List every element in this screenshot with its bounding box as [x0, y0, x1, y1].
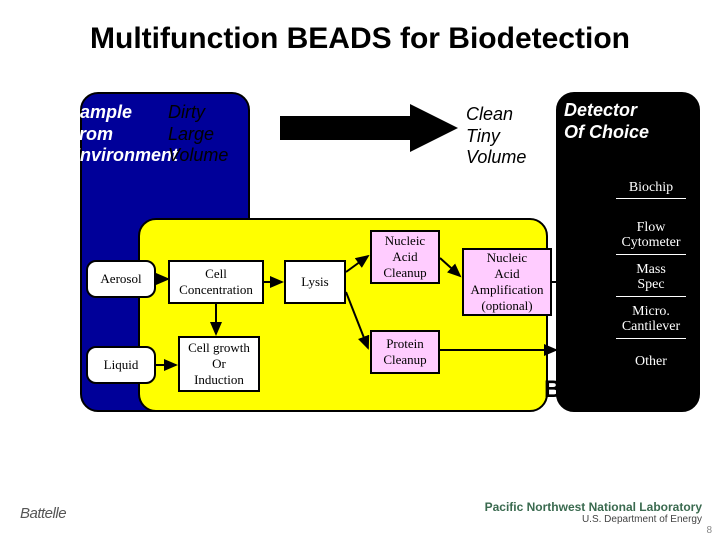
detector-flow: Flow Cytometer	[616, 220, 686, 255]
slide: Multifunction BEADS for Biodetection Sam…	[0, 0, 720, 540]
detector-micro-label: Micro. Cantilever	[616, 304, 686, 335]
slide-title: Multifunction BEADS for Biodetection	[0, 22, 720, 56]
page-number: 8	[706, 525, 712, 536]
detector-flow-label: Flow Cytometer	[616, 220, 686, 251]
detector-mass-label: Mass Spec	[616, 262, 686, 293]
label-dirty-2: Large	[168, 124, 228, 146]
node-liquid: Liquid	[86, 346, 156, 384]
node-nucamp: Nucleic Acid Amplification (optional)	[462, 248, 552, 316]
label-dirty-3: Volume	[168, 145, 228, 167]
node-liquid-label: Liquid	[104, 357, 139, 373]
footer-doe: U.S. Department of Energy	[485, 514, 702, 526]
label-clean-2: Tiny	[466, 126, 526, 148]
node-nucclean-label: Nucleic Acid Cleanup	[383, 233, 426, 281]
footer-left: Battelle	[20, 505, 66, 522]
node-aerosol-label: Aerosol	[100, 271, 141, 287]
node-lysis-label: Lysis	[301, 274, 328, 290]
detector-micro: Micro. Cantilever	[616, 304, 686, 339]
detector-biochip-label: Biochip	[616, 180, 686, 195]
big-arrow	[280, 104, 458, 152]
label-clean-3: Volume	[466, 147, 526, 169]
label-detector-1: Detector	[564, 100, 649, 122]
node-cellgrow-label: Cell growth Or Induction	[188, 340, 250, 388]
detector-other: Other	[616, 354, 686, 369]
detector-biochip: Biochip	[616, 180, 686, 199]
label-detector: Detector Of Choice	[564, 100, 649, 143]
label-dirty: Dirty Large Volume	[168, 102, 228, 167]
node-cellconc-label: Cell Concentration	[179, 266, 253, 298]
beads-label: BEADS	[544, 376, 628, 404]
node-cellconc: Cell Concentration	[168, 260, 264, 304]
node-nucamp-label: Nucleic Acid Amplification (optional)	[471, 250, 544, 314]
node-lysis: Lysis	[284, 260, 346, 304]
node-protclean: Protein Cleanup	[370, 330, 440, 374]
label-sample: Sample From Environment	[68, 102, 178, 167]
label-sample-1: Sample	[68, 102, 178, 124]
footer-right: Pacific Northwest National Laboratory U.…	[485, 500, 702, 526]
footer-pnnl: Pacific Northwest National Laboratory	[485, 500, 702, 514]
node-aerosol: Aerosol	[86, 260, 156, 298]
label-detector-2: Of Choice	[564, 122, 649, 144]
label-dirty-1: Dirty	[168, 102, 228, 124]
label-sample-2: From	[68, 124, 178, 146]
detector-other-label: Other	[616, 354, 686, 369]
label-clean-1: Clean	[466, 104, 526, 126]
label-clean: Clean Tiny Volume	[466, 104, 526, 169]
label-sample-3: Environment	[68, 145, 178, 167]
node-cellgrow: Cell growth Or Induction	[178, 336, 260, 392]
detector-mass: Mass Spec	[616, 262, 686, 297]
node-protclean-label: Protein Cleanup	[383, 336, 426, 368]
node-nucclean: Nucleic Acid Cleanup	[370, 230, 440, 284]
